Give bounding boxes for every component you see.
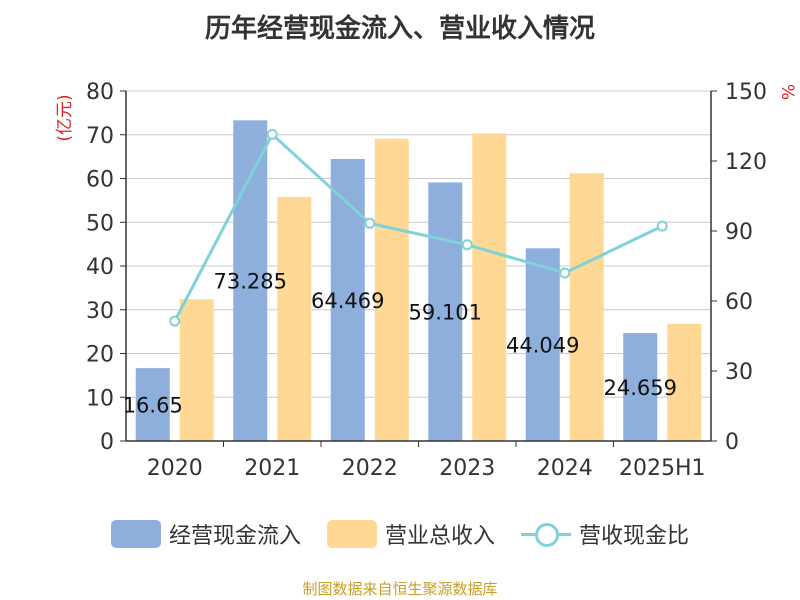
data-label-cash: 59.101 <box>409 301 482 325</box>
legend-swatch-revenue <box>326 520 377 548</box>
x-tick-label: 2021 <box>244 456 300 481</box>
chart-title: 历年经营现金流入、营业收入情况 <box>204 14 595 44</box>
left-tick-label: 40 <box>86 255 114 280</box>
bar-revenue <box>179 299 214 441</box>
x-tick-label: 2025H1 <box>619 456 706 481</box>
legend-item-ratio[interactable]: 营收现金比 <box>521 518 689 550</box>
data-label-cash: 16.65 <box>123 394 183 418</box>
left-tick-label: 10 <box>86 386 114 411</box>
bar-cash-inflow <box>525 248 560 441</box>
legend-swatch-ratio <box>521 520 571 548</box>
x-tick-label: 2020 <box>147 456 203 481</box>
data-label-cash: 64.469 <box>311 289 384 313</box>
bar-revenue <box>569 173 604 441</box>
legend: 经营现金流入 营业总收入 营收现金比 <box>0 518 800 550</box>
right-tick-label: 60 <box>725 290 753 315</box>
left-tick-label: 20 <box>86 343 114 368</box>
legend-label-cash: 经营现金流入 <box>168 524 301 549</box>
left-tick-label: 60 <box>86 168 114 193</box>
right-tick-label: 150 <box>725 80 767 105</box>
grid-lines <box>126 90 711 398</box>
legend-item-cash[interactable]: 经营现金流入 <box>110 518 301 550</box>
ratio-point <box>461 239 473 251</box>
bar-cash-inflow <box>330 158 365 441</box>
bars-layer <box>135 120 702 442</box>
legend-label-ratio: 营收现金比 <box>579 524 690 549</box>
ratio-point <box>266 128 278 140</box>
data-label-cash: 24.659 <box>604 376 677 400</box>
data-label-cash: 44.049 <box>506 334 579 358</box>
bar-cash-inflow <box>135 368 170 441</box>
left-axis-unit: (亿元) <box>55 94 75 141</box>
left-tick-label: 50 <box>86 211 114 236</box>
right-tick-label: 0 <box>725 430 739 455</box>
right-tick-label: 90 <box>725 220 753 245</box>
bar-cash-inflow <box>428 182 463 442</box>
ratio-line-layer <box>169 128 668 327</box>
right-tick-label: 30 <box>725 360 753 385</box>
bar-revenue <box>374 138 409 441</box>
ratio-line <box>173 131 663 322</box>
axes-layer: 0 10 20 30 40 50 60 70 80 0 30 60 90 120 150 2020 2021 20… <box>86 80 767 481</box>
bar-revenue <box>277 196 312 441</box>
legend-label-revenue: 营业总收入 <box>384 524 495 549</box>
ratio-point <box>656 220 668 232</box>
x-tick-label: 2022 <box>342 456 398 481</box>
legend-item-revenue[interactable]: 营业总收入 <box>326 518 495 550</box>
left-tick-label: 30 <box>86 299 114 324</box>
x-tick-label: 2023 <box>439 456 495 481</box>
left-tick-label: 70 <box>86 124 114 149</box>
left-tick-label: 0 <box>100 430 114 455</box>
right-tick-label: 120 <box>725 150 767 175</box>
ratio-point <box>559 267 571 279</box>
legend-swatch-cash <box>110 520 161 548</box>
bar-revenue <box>667 323 702 441</box>
left-tick-label: 80 <box>86 80 114 105</box>
ratio-point <box>364 217 376 229</box>
data-labels-layer: 16.65 73.285 64.469 59.101 44.049 24.659 <box>123 270 677 418</box>
ratio-point <box>169 315 181 327</box>
data-label-cash: 73.285 <box>214 270 287 294</box>
x-tick-label: 2024 <box>537 456 593 481</box>
source-note: 制图数据来自恒生聚源数据库 <box>302 580 498 598</box>
bar-cash-inflow <box>623 333 658 441</box>
right-axis-unit: % <box>777 84 797 100</box>
bar-revenue <box>472 133 507 441</box>
